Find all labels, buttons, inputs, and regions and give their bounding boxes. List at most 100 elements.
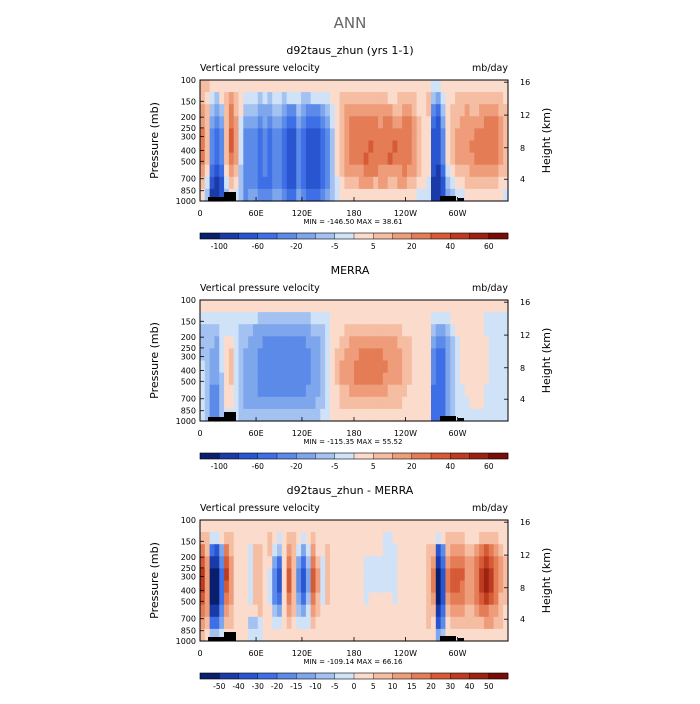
heatmap-cell [459,300,466,313]
heatmap-cell [421,396,427,410]
heatmap-cell [406,176,413,190]
heatmap-cell [262,348,268,362]
y-tick-label: 100 [181,296,196,305]
heatmap-cell [474,312,480,325]
heatmap-cell [474,544,480,557]
heatmap-cell [315,532,321,545]
heatmap-cell [431,140,437,154]
heatmap-cell [224,324,230,337]
colorbar-swatch [469,673,490,679]
heatmap-cell [488,324,495,337]
heatmap-cell [277,532,283,545]
heatmap-cell [406,152,413,166]
colorbar-label: 5 [371,462,376,471]
heatmap-cell [498,616,504,630]
heatmap-cell [248,544,254,557]
heatmap-cell [382,348,389,362]
heatmap-cell [310,116,317,129]
heatmap-cell [267,300,273,313]
heatmap-cell [488,628,495,642]
heatmap-cell [493,568,499,582]
heatmap-cell [354,628,360,642]
heatmap-cell [387,604,394,618]
heatmap-cell [277,592,283,606]
heatmap-cell [469,532,475,545]
colorbar-swatch [315,233,336,239]
heatmap-cell [440,152,447,166]
heatmap-cell [291,80,297,93]
heatmap-cell [257,580,264,594]
heatmap-cell [286,556,293,569]
heatmap-cell [503,396,509,410]
heatmap-cell [354,604,360,618]
heatmap-cell [459,164,466,178]
heatmap-cell [320,360,326,374]
heatmap-cell [455,604,461,618]
heatmap-cell [252,544,259,557]
heatmap-cell [406,80,413,93]
heatmap-cell [209,592,216,606]
heatmap-cell [200,312,206,325]
heatmap-cell [228,164,235,178]
heatmap-cell [214,592,220,606]
heatmap-cell [411,556,418,569]
heatmap-cell [228,116,235,129]
heatmap-cell [479,372,485,386]
heatmap-cell [416,592,422,606]
colorbar-label: 60 [484,462,494,471]
heatmap-cell [257,164,264,178]
heatmap-cell [281,104,288,117]
heatmap-cell [224,604,230,618]
heatmap-cell [440,556,447,569]
heatmap-cell [339,312,345,325]
heatmap-cell [382,360,389,374]
heatmap-cell [387,324,394,337]
heatmap-cell [464,396,471,410]
heatmap-cell [382,592,389,606]
heatmap-cell [459,408,466,422]
heatmap-cell [431,628,437,642]
heatmap-cell [431,384,437,398]
heatmap-cell [421,348,427,362]
heatmap-cell [459,604,466,618]
heatmap-cell [329,140,336,154]
heatmap-cell [305,396,312,410]
heatmap-cell [272,592,278,606]
heatmap-cell [368,312,374,325]
heatmap-cell [329,396,336,410]
heatmap-cell [431,580,437,594]
heatmap-cell [445,80,451,93]
heatmap-cell [305,336,312,349]
heatmap-cell [498,92,504,105]
heatmap-cell [320,312,326,325]
heatmap-cell [498,80,504,93]
heatmap-cell [233,604,240,618]
heatmap-cell [252,616,259,630]
heatmap-cell [455,408,461,422]
heatmap-cell [272,580,278,594]
heatmap-cell [368,604,374,618]
heatmap-cell [373,568,379,582]
heatmap-cell [272,544,278,557]
heatmap-cell [209,140,216,154]
heatmap-cell [431,408,437,422]
heatmap-cell [339,348,345,362]
x-tick-label: 120W [394,649,417,658]
heatmap-cell [387,104,394,117]
heatmap-cell [228,360,235,374]
heatmap-cell [214,152,220,166]
heatmap-cell [296,104,302,117]
heatmap-cell [310,164,317,178]
heatmap-cell [233,152,240,166]
heatmap-cell [392,396,398,410]
heatmap-cell [257,176,264,190]
heatmap-cell [493,544,499,557]
heatmap-cell [320,520,326,533]
heatmap-cell [493,152,499,166]
heatmap-cell [498,152,504,166]
heatmap-cell [204,616,211,630]
heatmap-cell [358,372,365,386]
heatmap-cell [406,580,413,594]
heatmap-cell [493,384,499,398]
heatmap-cell [301,164,307,178]
